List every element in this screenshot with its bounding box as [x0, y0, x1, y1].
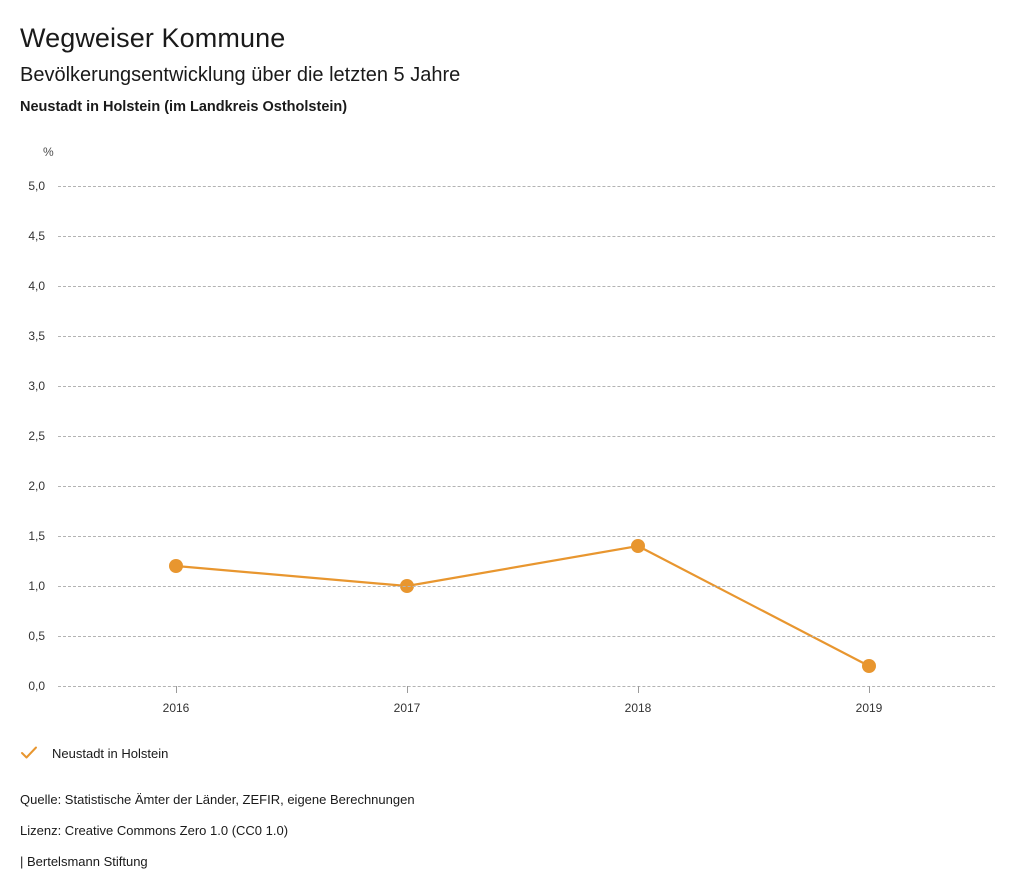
- footnote-source: Quelle: Statistische Ämter der Länder, Z…: [20, 792, 415, 807]
- x-axis-tick-label: 2019: [855, 701, 883, 715]
- chart-legend[interactable]: Neustadt in Holstein: [20, 744, 168, 762]
- x-axis-tick: [638, 686, 639, 693]
- gridline: [58, 186, 995, 187]
- data-point[interactable]: [631, 539, 645, 553]
- region-label: Neustadt in Holstein (im Landkreis Ostho…: [20, 99, 348, 115]
- data-point[interactable]: [169, 559, 183, 573]
- gridline: [58, 636, 995, 637]
- data-point[interactable]: [862, 659, 876, 673]
- gridline: [58, 436, 995, 437]
- data-series-layer: [169, 539, 876, 673]
- gridline: [58, 536, 995, 537]
- gridline: [58, 686, 995, 687]
- y-axis-tick-label: 4,0: [28, 279, 45, 293]
- gridline: [58, 486, 995, 487]
- footnote-license: Lizenz: Creative Commons Zero 1.0 (CC0 1…: [20, 823, 289, 838]
- footnotes: Quelle: Statistische Ämter der Länder, Z…: [20, 784, 980, 877]
- y-axis-tick-label: 1,0: [28, 579, 45, 593]
- x-axis-tick-label: 2016: [162, 701, 190, 715]
- y-axis-tick-label: 3,5: [28, 329, 45, 343]
- gridline: [58, 236, 995, 237]
- y-axis-tick-label: 0,0: [28, 679, 45, 693]
- footnote-publisher: | Bertelsmann Stiftung: [20, 854, 148, 869]
- line-chart: % 0,0 0,5 1,0 1,5 2,0 2,5 3,0 3,5 4,0 4,5 5,0 2016…: [0, 140, 1024, 740]
- x-axis-tick-label: 2018: [624, 701, 652, 715]
- y-axis-tick-label: 1,5: [28, 529, 45, 543]
- y-axis-tick-label: 5,0: [28, 179, 45, 193]
- gridline: [58, 386, 995, 387]
- legend-series-label: Neustadt in Holstein: [52, 745, 169, 761]
- page-subtitle: Bevölkerungsentwicklung über die letzten…: [20, 64, 461, 86]
- x-axis-tick: [407, 686, 408, 693]
- x-axis-tick-label: 2017: [393, 701, 421, 715]
- gridline: [58, 336, 995, 337]
- page-title: Wegweiser Kommune: [20, 23, 286, 53]
- gridline: [58, 286, 995, 287]
- y-axis-tick-label: 0,5: [28, 629, 45, 643]
- check-icon[interactable]: [20, 744, 38, 762]
- y-axis-tick-label: 2,5: [28, 429, 45, 443]
- page-header: Wegweiser Kommune Bevölkerungsentwicklun…: [20, 0, 1004, 116]
- y-axis-tick-label: 4,5: [28, 229, 45, 243]
- plot-area: 2016 2017 2018 2019: [58, 186, 995, 715]
- y-axis-tick-label: 3,0: [28, 379, 45, 393]
- gridline: [58, 586, 995, 587]
- y-axis-tick-labels: 0,0 0,5 1,0 1,5 2,0 2,5 3,0 3,5 4,0 4,5 5,0: [0, 179, 45, 693]
- x-axis-tick: [176, 686, 177, 693]
- x-axis-tick: [869, 686, 870, 693]
- series-line: [174, 544, 871, 668]
- y-axis-tick-label: 2,0: [28, 479, 45, 493]
- y-axis-unit-label: %: [43, 145, 54, 159]
